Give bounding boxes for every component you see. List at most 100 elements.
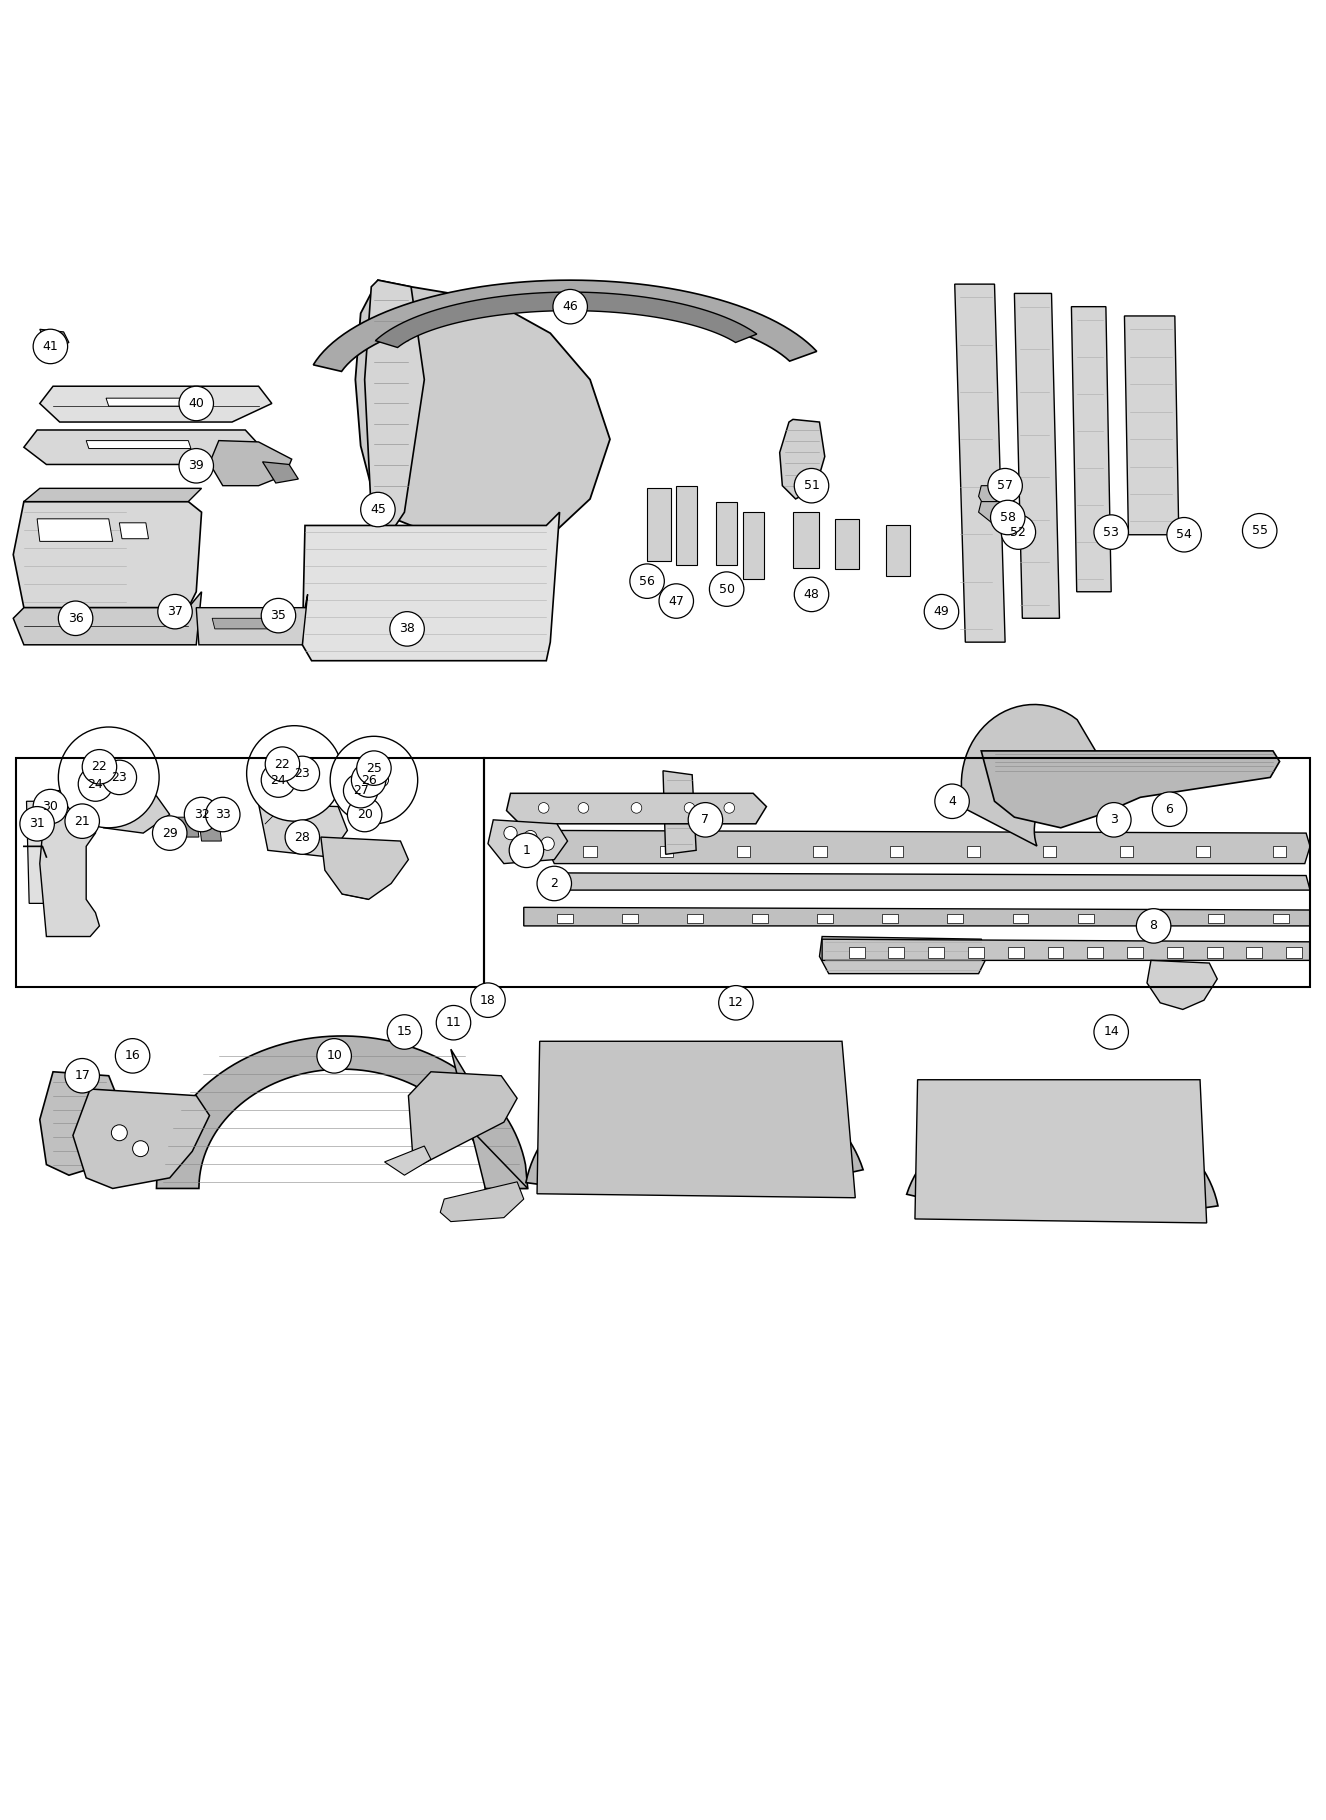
Bar [928, 946, 944, 957]
Circle shape [179, 386, 213, 420]
Bar [687, 914, 703, 923]
Polygon shape [743, 511, 764, 579]
Polygon shape [526, 1065, 863, 1188]
Polygon shape [507, 794, 766, 824]
Circle shape [630, 564, 664, 599]
Circle shape [133, 1141, 149, 1158]
Polygon shape [915, 1079, 1207, 1223]
Circle shape [390, 612, 424, 646]
Polygon shape [451, 1048, 528, 1188]
Polygon shape [1147, 961, 1217, 1010]
Circle shape [158, 595, 192, 630]
Circle shape [688, 803, 723, 837]
Circle shape [553, 289, 587, 324]
Text: 41: 41 [42, 340, 58, 353]
Circle shape [988, 468, 1022, 502]
Polygon shape [24, 430, 261, 464]
Polygon shape [663, 772, 696, 854]
Bar [813, 846, 826, 857]
Circle shape [82, 750, 117, 784]
Text: 2: 2 [550, 877, 558, 890]
Circle shape [991, 501, 1025, 535]
Bar [16, 757, 484, 986]
Circle shape [33, 329, 68, 364]
Circle shape [1094, 1016, 1128, 1048]
Polygon shape [40, 329, 69, 351]
Circle shape [471, 983, 505, 1017]
Bar [1273, 914, 1289, 923]
Text: 49: 49 [934, 604, 949, 619]
Text: 16: 16 [125, 1050, 141, 1063]
Circle shape [330, 737, 418, 824]
Bar [1087, 946, 1103, 957]
Polygon shape [119, 522, 149, 539]
Text: 45: 45 [370, 502, 386, 517]
Text: 46: 46 [562, 300, 578, 313]
Circle shape [1167, 517, 1201, 551]
Polygon shape [321, 837, 408, 899]
Polygon shape [86, 440, 191, 448]
Circle shape [261, 763, 296, 797]
Text: 25: 25 [366, 761, 382, 775]
Text: 22: 22 [274, 757, 290, 770]
Circle shape [58, 726, 159, 828]
Bar [882, 914, 898, 923]
Polygon shape [550, 874, 1310, 890]
Circle shape [261, 599, 296, 633]
Circle shape [659, 584, 693, 619]
Text: 56: 56 [639, 575, 655, 588]
Text: 23: 23 [294, 766, 310, 781]
Circle shape [724, 803, 735, 814]
Bar [484, 757, 1310, 986]
Circle shape [1136, 908, 1171, 943]
Circle shape [375, 774, 389, 786]
Polygon shape [212, 619, 281, 630]
Circle shape [277, 775, 293, 790]
Text: 38: 38 [399, 622, 415, 635]
Text: 6: 6 [1166, 803, 1174, 815]
Circle shape [88, 759, 103, 775]
Polygon shape [199, 819, 221, 841]
Bar [557, 914, 573, 923]
Circle shape [206, 797, 240, 832]
Polygon shape [408, 1072, 517, 1168]
Text: 8: 8 [1150, 919, 1158, 932]
Text: 36: 36 [68, 612, 84, 624]
Polygon shape [40, 386, 272, 422]
Circle shape [935, 784, 969, 819]
Bar [888, 946, 904, 957]
Circle shape [1001, 515, 1036, 550]
Bar [849, 946, 865, 957]
Text: 1: 1 [522, 844, 530, 857]
Text: 4: 4 [948, 795, 956, 808]
Circle shape [273, 755, 289, 772]
Polygon shape [981, 752, 1280, 828]
Text: 10: 10 [326, 1050, 342, 1063]
Polygon shape [156, 1036, 528, 1188]
Circle shape [65, 804, 99, 839]
Polygon shape [13, 502, 202, 608]
Text: 28: 28 [294, 830, 310, 843]
Polygon shape [40, 790, 99, 937]
Text: 29: 29 [162, 826, 178, 839]
Bar [1048, 946, 1063, 957]
Polygon shape [259, 804, 347, 857]
Text: 40: 40 [188, 397, 204, 410]
Circle shape [1094, 515, 1128, 550]
Polygon shape [263, 462, 298, 482]
Text: 53: 53 [1103, 526, 1119, 539]
Circle shape [109, 770, 125, 786]
Text: 20: 20 [357, 808, 373, 821]
Bar [752, 914, 768, 923]
Text: 32: 32 [194, 808, 210, 821]
Polygon shape [488, 819, 568, 863]
Text: 39: 39 [188, 459, 204, 471]
Text: 26: 26 [361, 774, 377, 786]
Circle shape [537, 866, 572, 901]
Circle shape [115, 1039, 150, 1074]
Circle shape [285, 819, 320, 854]
Text: 14: 14 [1103, 1025, 1119, 1039]
Bar [1286, 946, 1302, 957]
Circle shape [924, 595, 959, 630]
Text: 23: 23 [111, 772, 127, 784]
